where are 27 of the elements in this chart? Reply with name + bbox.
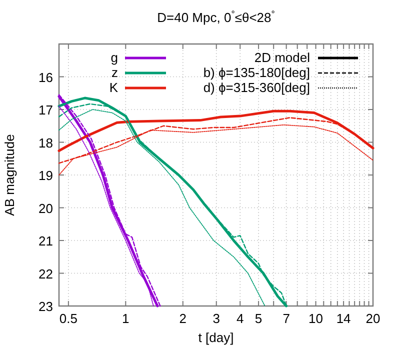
x-tick-label: 7 — [282, 311, 290, 326]
x-tick-label: 1 — [122, 311, 130, 326]
y-axis-title: AB magnitude — [2, 134, 17, 216]
y-tick-label: 17 — [38, 102, 53, 118]
y-tick-label: 22 — [38, 266, 53, 282]
x-tick-label: 14 — [336, 311, 351, 326]
legend-label: g — [110, 50, 118, 65]
x-tick-label: 0.5 — [59, 311, 78, 326]
x-tick-label: 4 — [236, 311, 244, 326]
x-tick-label: 2 — [179, 311, 187, 326]
y-tick-label: 19 — [38, 168, 53, 183]
x-tick-label: 5 — [254, 311, 262, 326]
x-tick-label: 3 — [212, 311, 220, 326]
y-tick-label: 18 — [38, 135, 53, 150]
y-tick-label: 20 — [38, 200, 53, 216]
x-axis-title: t [day] — [198, 330, 234, 345]
legend-label: z — [112, 65, 118, 80]
annotation: 2D model — [254, 50, 310, 65]
y-tick-label: 23 — [38, 299, 53, 314]
y-tick-label: 21 — [38, 234, 53, 248]
annotation: b) ϕ=135-180[deg] — [203, 65, 310, 80]
x-tick-label: 20 — [366, 311, 380, 326]
y-tick-label: 16 — [38, 70, 53, 85]
legend-label: K — [109, 80, 118, 95]
annotation: d) ϕ=315-360[deg] — [203, 80, 310, 95]
x-tick-label: 10 — [308, 311, 324, 326]
chart-title: D=40 Mpc, 0$^{°}$≤θ<28$^{°}$ — [157, 9, 276, 25]
